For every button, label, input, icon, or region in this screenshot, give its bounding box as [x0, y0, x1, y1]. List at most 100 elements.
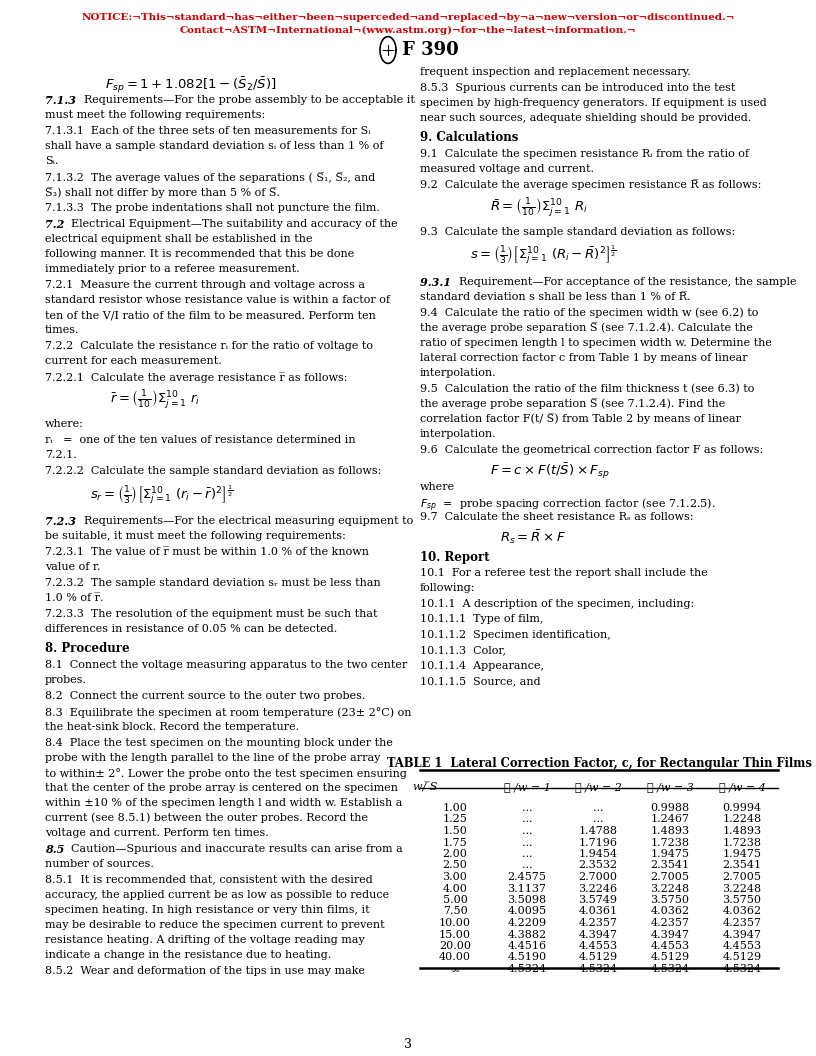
Text: 4.2209: 4.2209 [508, 918, 547, 928]
Text: 15.00: 15.00 [439, 929, 471, 940]
Text: 1.2467: 1.2467 [650, 814, 690, 825]
Text: Sᵢ.: Sᵢ. [45, 156, 59, 166]
Text: specimen heating. In high resistance or very thin films, it: specimen heating. In high resistance or … [45, 905, 370, 914]
Text: 4.00: 4.00 [442, 884, 468, 893]
Text: 1.2248: 1.2248 [722, 814, 761, 825]
Text: 7.2.3.3  The resolution of the equipment must be such that: 7.2.3.3 The resolution of the equipment … [45, 609, 378, 619]
Text: within ±10 % of the specimen length l and width w. Establish a: within ±10 % of the specimen length l an… [45, 797, 402, 808]
Text: 4.4553: 4.4553 [650, 941, 690, 951]
Text: 1.9454: 1.9454 [579, 849, 618, 859]
Text: ℓ /w = 3: ℓ /w = 3 [646, 782, 694, 792]
Text: 2.7000: 2.7000 [579, 872, 618, 882]
Text: 4.5324: 4.5324 [508, 964, 547, 974]
Text: must meet the following requirements:: must meet the following requirements: [45, 110, 265, 120]
Text: 9. Calculations: 9. Calculations [420, 131, 518, 144]
Text: ...: ... [521, 814, 532, 825]
Text: ℓ /w = 1: ℓ /w = 1 [503, 782, 551, 792]
Text: 10.1.1.5  Source, and: 10.1.1.5 Source, and [420, 677, 541, 686]
Text: 4.4516: 4.4516 [508, 941, 547, 951]
Text: S̅₃) shall not differ by more than 5 % of S̅.: S̅₃) shall not differ by more than 5 % o… [45, 187, 280, 197]
Text: ...: ... [592, 814, 603, 825]
Text: differences in resistance of 0.05 % can be detected.: differences in resistance of 0.05 % can … [45, 624, 337, 634]
Text: indicate a change in the resistance due to heating.: indicate a change in the resistance due … [45, 949, 331, 960]
Text: 5.00: 5.00 [442, 895, 468, 905]
Text: lateral correction factor c from Table 1 by means of linear: lateral correction factor c from Table 1… [420, 353, 747, 362]
Text: 1.4788: 1.4788 [579, 826, 618, 836]
Text: w/ ̅S: w/ ̅S [413, 782, 437, 792]
Text: 7.2.2  Calculate the resistance rᵢ for the ratio of voltage to: 7.2.2 Calculate the resistance rᵢ for th… [45, 341, 373, 351]
Text: 4.0362: 4.0362 [650, 906, 690, 917]
Text: 10.1.1.4  Appearance,: 10.1.1.4 Appearance, [420, 661, 544, 671]
Text: F 390: F 390 [402, 41, 459, 59]
Text: 10.1.1  A description of the specimen, including:: 10.1.1 A description of the specimen, in… [420, 599, 694, 609]
Text: ...: ... [521, 837, 532, 848]
Text: 8.2  Connect the current source to the outer two probes.: 8.2 Connect the current source to the ou… [45, 691, 366, 701]
Text: 10.1  For a referee test the report shall include the: 10.1 For a referee test the report shall… [420, 568, 707, 579]
Text: Requirements—For the probe assembly to be acceptable it: Requirements—For the probe assembly to b… [84, 95, 415, 105]
Text: 7.1.3: 7.1.3 [45, 95, 80, 106]
Text: following manner. It is recommended that this be done: following manner. It is recommended that… [45, 249, 354, 259]
Text: $F_{sp} = 1 + 1.082[1 - (\bar{S}_2/\bar{S})]$: $F_{sp} = 1 + 1.082[1 - (\bar{S}_2/\bar{… [105, 75, 277, 95]
Text: be suitable, it must meet the following requirements:: be suitable, it must meet the following … [45, 531, 346, 541]
Text: may be desirable to reduce the specimen current to prevent: may be desirable to reduce the specimen … [45, 920, 384, 929]
Text: 7.2.2.2  Calculate the sample standard deviation as follows:: 7.2.2.2 Calculate the sample standard de… [45, 466, 381, 476]
Text: measured voltage and current.: measured voltage and current. [420, 164, 594, 173]
Text: 2.7005: 2.7005 [722, 872, 761, 882]
Text: probes.: probes. [45, 675, 87, 684]
Text: 4.2357: 4.2357 [722, 918, 761, 928]
Text: 9.3  Calculate the sample standard deviation as follows:: 9.3 Calculate the sample standard deviat… [420, 227, 735, 237]
Text: 7.2.1  Measure the current through and voltage across a: 7.2.1 Measure the current through and vo… [45, 280, 365, 290]
Text: 8. Procedure: 8. Procedure [45, 642, 130, 655]
Text: 3.5098: 3.5098 [508, 895, 547, 905]
Text: 3.5750: 3.5750 [722, 895, 761, 905]
Text: 2.00: 2.00 [442, 849, 468, 859]
Text: 10.1.1.3  Color,: 10.1.1.3 Color, [420, 645, 506, 656]
Text: ∞: ∞ [450, 964, 459, 974]
Text: ℓ /w = 4: ℓ /w = 4 [719, 782, 765, 792]
Text: 7.2.2.1  Calculate the average resistance r̅ as follows:: 7.2.2.1 Calculate the average resistance… [45, 372, 348, 382]
Text: 8.5.2  Wear and deformation of the tips in use may make: 8.5.2 Wear and deformation of the tips i… [45, 965, 365, 976]
Text: the average probe separation S̅ (see 7.1.2.4). Find the: the average probe separation S̅ (see 7.1… [420, 399, 725, 410]
Text: 2.3532: 2.3532 [579, 861, 618, 870]
Text: standard deviation s shall be less than 1 % of R̅.: standard deviation s shall be less than … [420, 291, 690, 302]
Text: 4.5190: 4.5190 [508, 953, 547, 962]
Text: 4.5129: 4.5129 [722, 953, 761, 962]
Text: 2.3541: 2.3541 [722, 861, 761, 870]
Text: 1.9475: 1.9475 [650, 849, 690, 859]
Text: 1.4893: 1.4893 [650, 826, 690, 836]
Text: 4.2357: 4.2357 [579, 918, 618, 928]
Text: 7.2.3.2  The sample standard deviation sᵣ must be less than: 7.2.3.2 The sample standard deviation sᵣ… [45, 578, 381, 588]
Text: 4.4553: 4.4553 [722, 941, 761, 951]
Text: ...: ... [592, 803, 603, 813]
Text: where: where [420, 482, 455, 492]
Text: ...: ... [521, 803, 532, 813]
Text: electrical equipment shall be established in the: electrical equipment shall be establishe… [45, 234, 313, 244]
Text: 1.00: 1.00 [442, 803, 468, 813]
Text: shall have a sample standard deviation sᵢ of less than 1 % of: shall have a sample standard deviation s… [45, 142, 384, 151]
Text: 4.5324: 4.5324 [722, 964, 761, 974]
Text: 7.1.3.3  The probe indentations shall not puncture the film.: 7.1.3.3 The probe indentations shall not… [45, 203, 380, 213]
Text: resistance heating. A drifting of the voltage reading may: resistance heating. A drifting of the vo… [45, 935, 365, 945]
Text: $s = \left(\frac{1}{3}\right)\left[\Sigma_{j=1}^{10}\ (R_i - \bar{R})^2\right]^{: $s = \left(\frac{1}{3}\right)\left[\Sigm… [470, 244, 617, 266]
Text: $R_s = \bar{R} \times F$: $R_s = \bar{R} \times F$ [500, 529, 566, 546]
Text: ratio of specimen length l to specimen width w. Determine the: ratio of specimen length l to specimen w… [420, 338, 772, 347]
Text: correlation factor F(t/ S̅) from Table 2 by means of linear: correlation factor F(t/ S̅) from Table 2… [420, 414, 741, 425]
Text: 9.6  Calculate the geometrical correction factor F as follows:: 9.6 Calculate the geometrical correction… [420, 445, 763, 455]
Text: 4.0362: 4.0362 [722, 906, 761, 917]
Text: 3: 3 [404, 1038, 412, 1051]
Text: value of r.: value of r. [45, 562, 100, 572]
Text: 4.5324: 4.5324 [579, 964, 618, 974]
Text: $F_{sp}$  =  probe spacing correction factor (see 7.1.2.5).: $F_{sp}$ = probe spacing correction fact… [420, 496, 716, 514]
Text: 4.5129: 4.5129 [579, 953, 618, 962]
Text: 7.1.3.1  Each of the three sets of ten measurements for Sᵢ: 7.1.3.1 Each of the three sets of ten me… [45, 126, 370, 136]
Text: ℓ /w = 2: ℓ /w = 2 [574, 782, 622, 792]
Text: 4.3947: 4.3947 [650, 929, 690, 940]
Text: 4.4553: 4.4553 [579, 941, 618, 951]
Text: where:: where: [45, 419, 84, 429]
Text: ...: ... [521, 849, 532, 859]
Text: 4.3947: 4.3947 [722, 929, 761, 940]
Text: 9.1  Calculate the specimen resistance Rᵢ from the ratio of: 9.1 Calculate the specimen resistance Rᵢ… [420, 149, 749, 158]
Text: 8.1  Connect the voltage measuring apparatus to the two center: 8.1 Connect the voltage measuring appara… [45, 660, 407, 670]
Text: Electrical Equipment—The suitability and accuracy of the: Electrical Equipment—The suitability and… [71, 219, 397, 229]
Text: 7.2.1.: 7.2.1. [45, 450, 77, 460]
